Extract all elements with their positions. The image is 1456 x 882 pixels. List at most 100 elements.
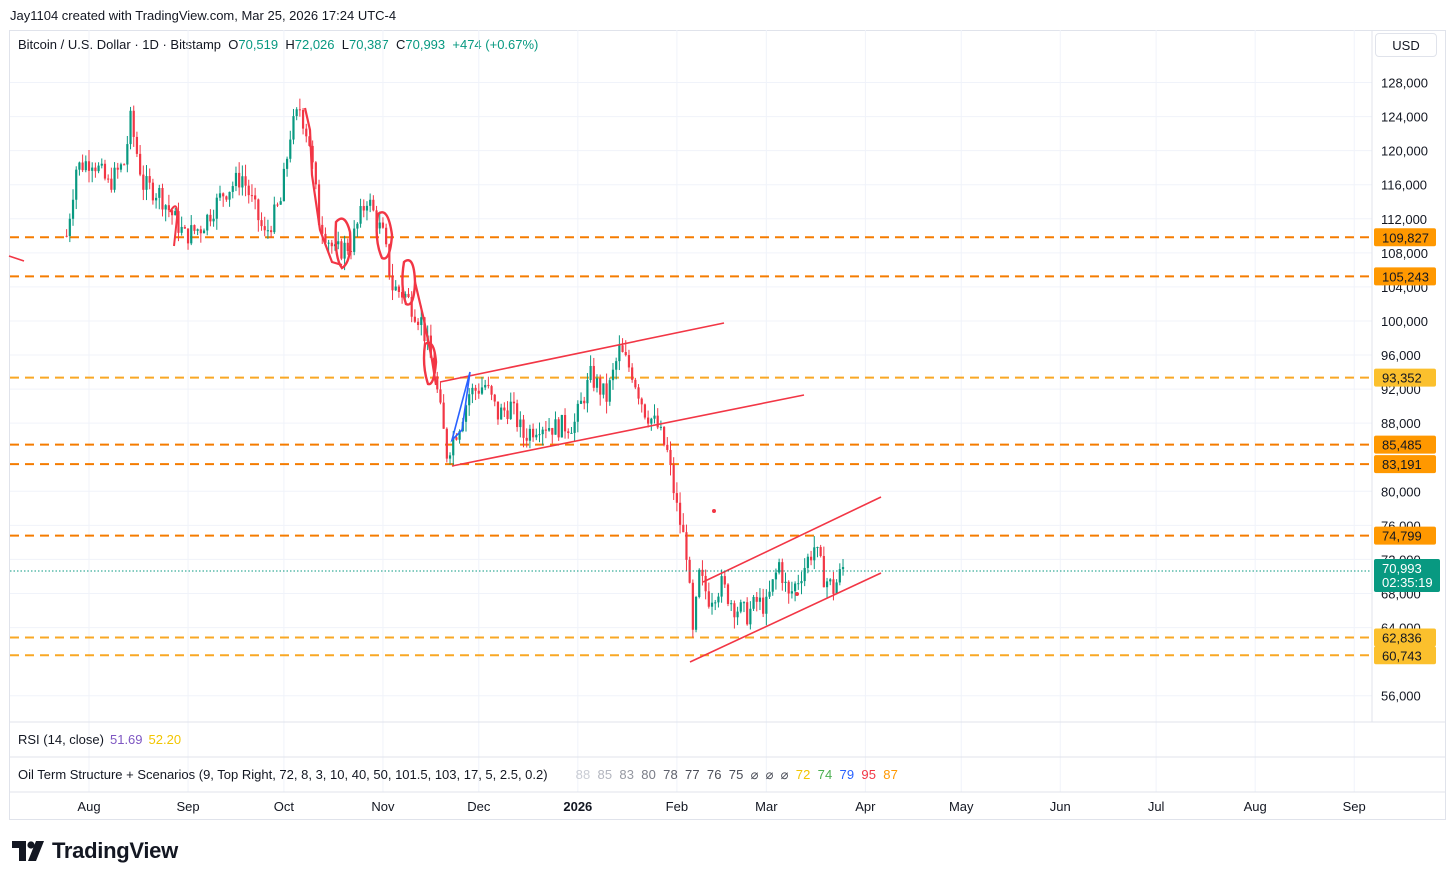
candle-body — [631, 367, 634, 380]
oil-value: 77 — [684, 767, 700, 782]
candle-body — [685, 532, 688, 560]
x-tick-label: Nov — [371, 799, 395, 814]
level-price-label: 93,352 — [1382, 371, 1422, 386]
candle-body — [573, 421, 576, 433]
candle-body — [506, 410, 509, 419]
left-edge-line — [8, 255, 25, 262]
horizontal-levels — [10, 236, 1372, 657]
candle-body — [519, 419, 522, 428]
time-axis[interactable]: Aug Sep Oct Nov Dec 2026 Feb Mar Apr May Jun Jul Aug… — [77, 799, 1365, 814]
currency-button[interactable]: USD — [1375, 33, 1437, 57]
candle-body — [132, 110, 135, 137]
candle-body — [97, 165, 100, 172]
tradingview-logo[interactable]: TradingView — [12, 838, 178, 864]
candle-body — [771, 579, 774, 592]
candle-body — [183, 226, 186, 229]
candle-body — [615, 361, 618, 370]
candle-body — [231, 186, 234, 192]
candle-body — [324, 233, 327, 243]
x-tick-label: Jul — [1148, 799, 1165, 814]
candle-body — [547, 428, 551, 431]
candle-body — [161, 187, 164, 210]
price-axis[interactable]: 128,000 124,000 120,000 116,000 112,000 108,0… — [1381, 76, 1428, 704]
candle-body — [369, 199, 372, 206]
trend-drawings — [8, 107, 882, 663]
candle-body — [263, 226, 266, 231]
candle-body — [787, 581, 790, 594]
x-tick-label: Jun — [1050, 799, 1071, 814]
candle-body — [694, 596, 698, 630]
candle-body — [254, 195, 257, 200]
candle-body — [68, 218, 71, 237]
candle-body — [452, 437, 455, 456]
candle-body — [442, 402, 445, 429]
candle-body — [305, 128, 308, 137]
oil-value: 87 — [883, 767, 899, 782]
candle-body — [784, 581, 787, 584]
candle-body — [455, 437, 458, 440]
candle-body — [257, 199, 260, 221]
candle-body — [193, 225, 196, 231]
y-tick-label: 96,000 — [1381, 348, 1421, 363]
candle-body — [410, 296, 413, 317]
oil-value: 75 — [728, 767, 744, 782]
candle-body — [391, 275, 394, 291]
candle-body — [710, 602, 714, 607]
candle-body — [142, 174, 145, 190]
candle-body — [100, 163, 103, 166]
red-circle-3 — [401, 259, 417, 306]
low-value: 70,387 — [348, 37, 389, 52]
candle-body — [484, 384, 487, 388]
candle-body — [388, 244, 391, 276]
level-price-tag — [1374, 368, 1436, 387]
candle-body — [464, 405, 468, 422]
candle-body — [154, 197, 158, 201]
candle-body — [209, 214, 212, 222]
level-price-label: 105,243 — [1382, 269, 1429, 284]
candle-body — [544, 429, 547, 431]
candle-body — [797, 583, 800, 585]
candle-body — [448, 455, 452, 459]
candle-body — [752, 596, 755, 609]
candle-body — [832, 579, 835, 594]
candle-body — [196, 229, 199, 231]
rsi-ma-value: 52.20 — [148, 732, 182, 747]
candle-body — [429, 335, 432, 358]
candle-body — [346, 242, 349, 252]
candle-body — [487, 384, 490, 387]
candle-body — [627, 355, 631, 368]
candle-body — [714, 602, 717, 604]
candle-body — [174, 211, 177, 216]
candle-body — [672, 465, 675, 494]
candle-body — [330, 242, 333, 247]
candle-body — [720, 576, 723, 597]
candle-body — [170, 210, 174, 216]
candle-body — [503, 407, 506, 411]
candle-body — [678, 502, 682, 525]
candle-body — [841, 567, 845, 570]
candle-body — [595, 378, 599, 388]
candle-body — [206, 214, 209, 231]
level-price-tag — [1374, 228, 1436, 247]
oil-value: ⌀ — [765, 767, 774, 782]
candle-body — [493, 394, 496, 402]
candle-body — [126, 144, 129, 165]
candle-body — [445, 428, 448, 459]
red-tick-mark — [169, 205, 179, 247]
candle-body — [765, 596, 768, 614]
high-label: H — [285, 37, 295, 52]
level-price-tag — [1374, 646, 1436, 665]
candle-body — [691, 582, 694, 630]
candle-body — [84, 161, 87, 171]
candle-body — [362, 206, 365, 211]
tradingview-logo-icon — [12, 841, 44, 861]
candle-body — [199, 229, 202, 234]
y-tick-label: 120,000 — [1381, 144, 1428, 159]
symbol-legend: Bitcoin / U.S. Dollar · 1D · Bitstamp O7… — [18, 37, 538, 52]
candle-body — [599, 378, 602, 395]
red-marker-path — [303, 107, 343, 267]
y-tick-label: 112,000 — [1381, 212, 1427, 227]
level-price-label: 74,799 — [1382, 529, 1422, 544]
last-price-label: 70,993 — [1382, 561, 1422, 576]
